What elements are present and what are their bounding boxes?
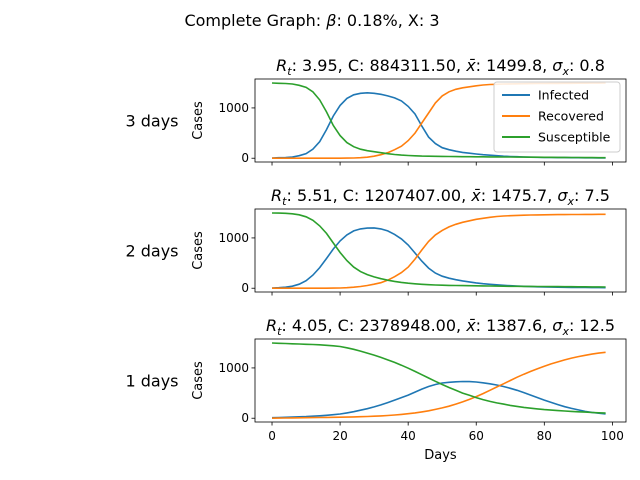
series-line-infected: [271, 227, 606, 289]
axes-title: Rt: 3.95, C: 884311.50, x̄: 1499.8, σx: …: [276, 56, 605, 78]
axes-frame: [254, 78, 627, 163]
axes-frame: [254, 338, 627, 423]
series-line-recovered: [271, 351, 606, 419]
x-tick-label: 40: [401, 429, 416, 443]
title-sigma-symbol: σ: [552, 316, 563, 335]
y-tick-label: 0: [241, 281, 249, 295]
legend: Infected Recovered Susceptible: [493, 81, 621, 153]
subplot-2: 2 days Rt: 5.51, C: 1207407.00, x̄: 1475.…: [125, 186, 627, 296]
axes-title: Rt: 5.51, C: 1207407.00, x̄: 1475.7, σx:…: [271, 186, 610, 208]
title-xbar-symbol: x̄: [465, 316, 476, 335]
suptitle-beta: β: [325, 11, 336, 30]
title-r-symbol: R: [276, 56, 287, 75]
title-r-symbol: R: [271, 186, 282, 205]
y-tick-label: 0: [241, 151, 249, 165]
x-tick-label: 80: [537, 429, 552, 443]
legend-frame: [493, 81, 621, 153]
title-text-3: : 12.5: [569, 316, 615, 335]
x-axis-label: Days: [424, 448, 457, 463]
title-r-subscript: t: [287, 65, 292, 78]
y-axis-label: Cases: [191, 361, 206, 400]
x-tick-label: 100: [601, 429, 624, 443]
series-line-recovered: [272, 213, 606, 290]
title-text-2: : 1387.6,: [476, 316, 553, 335]
title-text-1: : 3.95, C: 884311.50,: [292, 56, 467, 75]
x-tick-label: 60: [469, 429, 484, 443]
series-line-susceptible: [271, 342, 606, 414]
title-sigma-symbol: σ: [557, 186, 568, 205]
title-text-3: : 7.5: [574, 186, 610, 205]
legend-label-susceptible: Susceptible: [538, 130, 611, 145]
subplot-3: 1 days Rt: 4.05, C: 2378948.00, x̄: 1387.…: [125, 316, 627, 463]
y-axis-label: Cases: [191, 101, 206, 140]
title-text-2: : 1475.7,: [481, 186, 558, 205]
title-r-subscript: t: [277, 325, 282, 338]
x-tick-label: 0: [268, 429, 276, 443]
axes-title: Rt: 4.05, C: 2378948.00, x̄: 1387.6, σx:…: [266, 316, 615, 338]
row-label: 3 days: [125, 112, 178, 131]
title-text-2: : 1499.8,: [476, 56, 553, 75]
title-xbar-symbol: x̄: [470, 186, 481, 205]
row-label: 2 days: [125, 242, 178, 261]
suptitle-prefix: Complete Graph:: [184, 11, 326, 30]
title-text-1: : 4.05, C: 2378948.00,: [281, 316, 466, 335]
title-text-1: : 5.51, C: 1207407.00,: [286, 186, 471, 205]
row-label: 1 days: [125, 372, 178, 391]
subplot-1: 3 days Rt: 3.95, C: 884311.50, x̄: 1499.8…: [125, 56, 627, 166]
axes-frame: [254, 208, 627, 293]
title-sigma-symbol: σ: [552, 56, 563, 75]
y-tick-label: 1000: [218, 101, 249, 115]
title-sigma-subscript: x: [561, 65, 569, 78]
legend-label-recovered: Recovered: [538, 109, 604, 124]
title-r-symbol: R: [266, 316, 277, 335]
series-line-susceptible: [271, 212, 606, 288]
series-line-infected: [271, 380, 606, 419]
title-r-subscript: t: [282, 195, 287, 208]
y-tick-label: 0: [241, 411, 249, 425]
legend-label-infected: Infected: [538, 88, 589, 103]
x-tick-label: 20: [332, 429, 347, 443]
series-line-susceptible: [271, 82, 606, 159]
title-sigma-subscript: x: [561, 325, 569, 338]
title-sigma-subscript: x: [567, 195, 575, 208]
suptitle-suffix: : 0.18%, X: 3: [336, 11, 439, 30]
y-tick-label: 1000: [218, 231, 249, 245]
title-xbar-symbol: x̄: [465, 56, 476, 75]
figure-suptitle: Complete Graph: β: 0.18%, X: 3: [184, 11, 439, 30]
title-text-3: : 0.8: [569, 56, 605, 75]
y-axis-label: Cases: [191, 231, 206, 270]
y-tick-label: 1000: [218, 361, 249, 375]
